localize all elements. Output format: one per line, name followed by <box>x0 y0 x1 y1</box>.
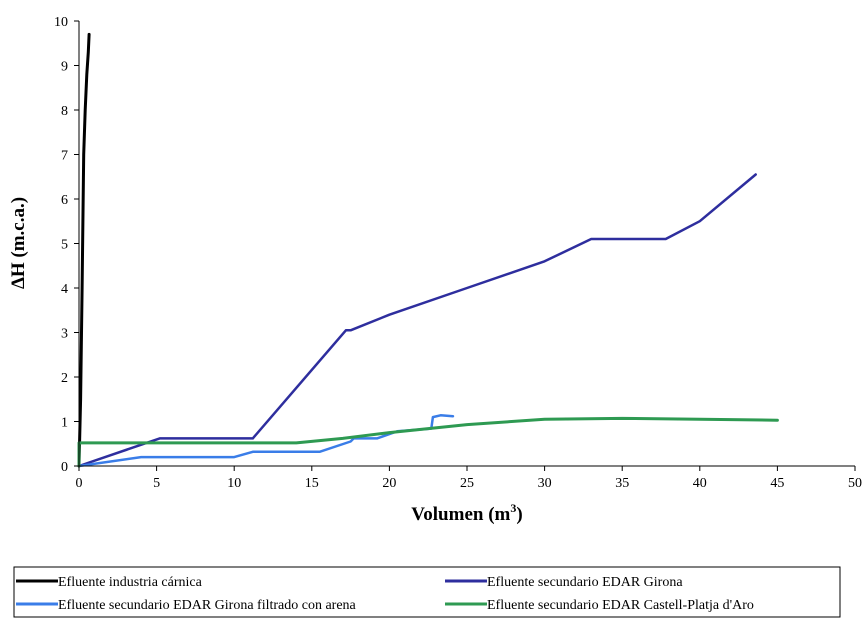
x-tick-label: 45 <box>770 476 784 491</box>
series-line-carnica <box>77 32 91 468</box>
y-tick-label: 10 <box>54 15 68 30</box>
y-axis-title: ΔH (m.c.a.) <box>8 197 29 289</box>
y-tick-label: 8 <box>61 104 68 119</box>
y-tick-label: 4 <box>61 282 68 297</box>
legend-label-edar-girona: Efluente secundario EDAR Girona <box>487 575 683 590</box>
y-tick-label: 7 <box>61 149 68 164</box>
y-tick-label: 1 <box>61 416 68 431</box>
y-tick-label: 9 <box>61 60 68 75</box>
x-tick-label: 40 <box>693 476 707 491</box>
x-tick-label: 30 <box>538 476 552 491</box>
x-tick-label: 20 <box>382 476 396 491</box>
x-tick-label: 10 <box>227 476 241 491</box>
legend-label-edar-girona-arena: Efluente secundario EDAR Girona filtrado… <box>58 598 357 613</box>
x-axis-title: Volumen (m3) <box>411 501 522 525</box>
legend-label-carnica: Efluente industria cárnica <box>58 575 203 590</box>
x-ticks: 0 5 10 15 20 25 30 35 40 45 50 <box>76 466 862 491</box>
x-tick-label: 25 <box>460 476 474 491</box>
y-tick-label: 0 <box>61 460 68 475</box>
legend: Efluente industria cárnica Efluente secun… <box>13 566 841 618</box>
x-axis-title-tail: ) <box>516 504 522 525</box>
y-tick-label: 5 <box>61 238 68 253</box>
x-tick-label: 0 <box>76 476 83 491</box>
legend-label-castell-platja-daro: Efluente secundario EDAR Castell-Platja … <box>487 598 754 613</box>
legend-box <box>13 566 841 618</box>
y-tick-label: 6 <box>61 193 68 208</box>
x-axis-title-sup: 3 <box>510 501 516 515</box>
x-tick-label: 5 <box>153 476 160 491</box>
x-tick-label: 15 <box>305 476 319 491</box>
x-tick-label: 50 <box>848 476 862 491</box>
y-ticks: 0 1 2 3 4 5 6 7 8 9 10 <box>54 15 79 475</box>
x-tick-label: 35 <box>615 476 629 491</box>
series-line-castell-platja-daro <box>77 416 779 468</box>
series-line-edar-girona <box>77 173 757 468</box>
y-tick-label: 3 <box>61 327 68 342</box>
y-tick-label: 2 <box>61 371 68 386</box>
x-axis-title-main: Volumen (m <box>411 504 510 525</box>
plot-series <box>77 32 779 468</box>
